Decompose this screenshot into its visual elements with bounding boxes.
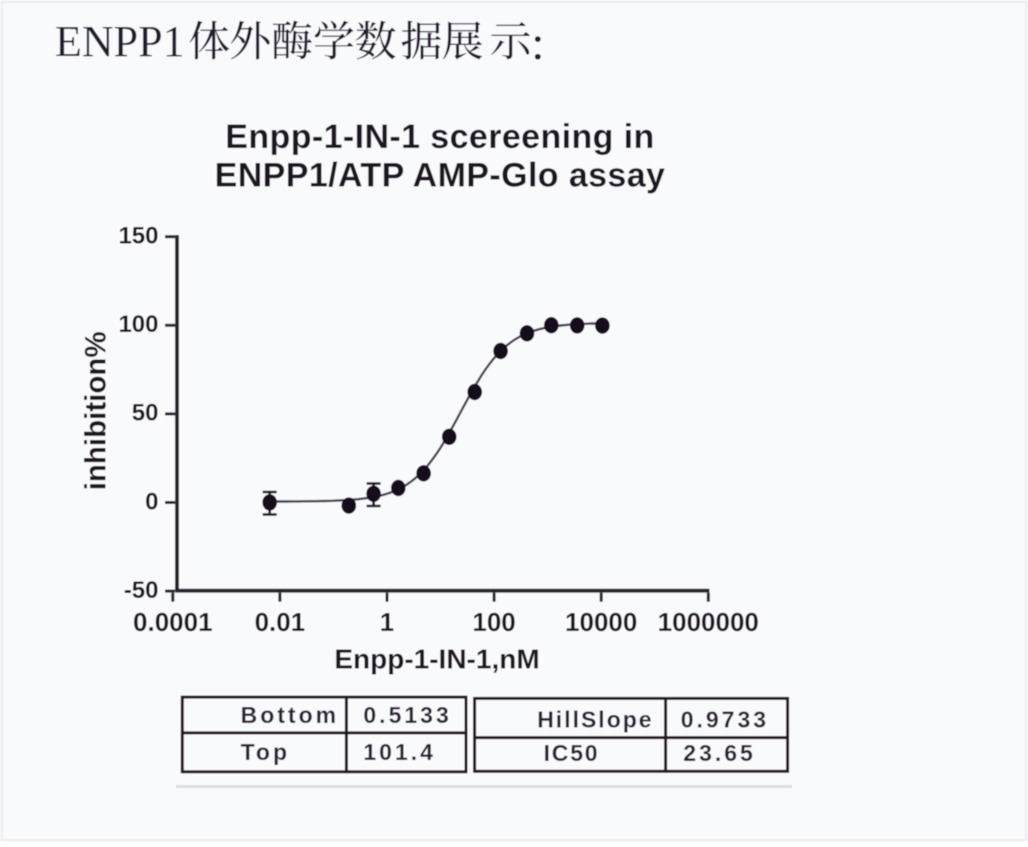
svg-text:100: 100	[118, 311, 158, 338]
svg-text:101.4: 101.4	[363, 739, 436, 765]
svg-text:inhibition%: inhibition%	[80, 331, 113, 490]
svg-text:10000: 10000	[565, 607, 637, 637]
svg-text:23.65: 23.65	[683, 740, 756, 766]
svg-text:0.5133: 0.5133	[363, 702, 451, 728]
svg-text:-50: -50	[124, 577, 159, 604]
svg-text:1: 1	[380, 607, 394, 637]
svg-text:0: 0	[145, 488, 158, 515]
svg-text:150: 150	[118, 223, 158, 250]
svg-text:1000000: 1000000	[658, 607, 759, 637]
svg-text:IC50: IC50	[544, 740, 600, 766]
svg-text:Enpp-1-IN-1,nM: Enpp-1-IN-1,nM	[334, 644, 539, 675]
svg-text:ENPP1: ENPP1	[55, 17, 185, 66]
svg-text:ENPP1/ATP AMP-Glo assay: ENPP1/ATP AMP-Glo assay	[215, 157, 666, 195]
svg-text:Enpp-1-IN-1 scereening in: Enpp-1-IN-1 scereening in	[225, 118, 654, 156]
svg-text:0.0001: 0.0001	[133, 607, 213, 637]
svg-text:50: 50	[132, 400, 159, 427]
svg-text:Bottom: Bottom	[241, 702, 339, 728]
svg-text:Top: Top	[241, 739, 290, 765]
svg-text:0.9733: 0.9733	[681, 706, 769, 732]
svg-text:0.01: 0.01	[255, 607, 306, 637]
svg-text:100: 100	[472, 607, 515, 637]
svg-text:HillSlope: HillSlope	[537, 706, 653, 732]
